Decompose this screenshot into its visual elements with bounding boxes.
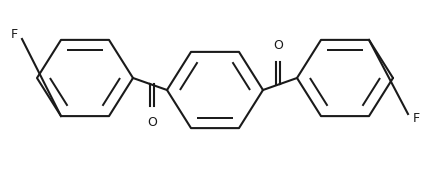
Text: F: F <box>412 111 420 124</box>
Text: F: F <box>10 28 18 41</box>
Text: O: O <box>273 39 283 52</box>
Text: O: O <box>147 116 157 129</box>
